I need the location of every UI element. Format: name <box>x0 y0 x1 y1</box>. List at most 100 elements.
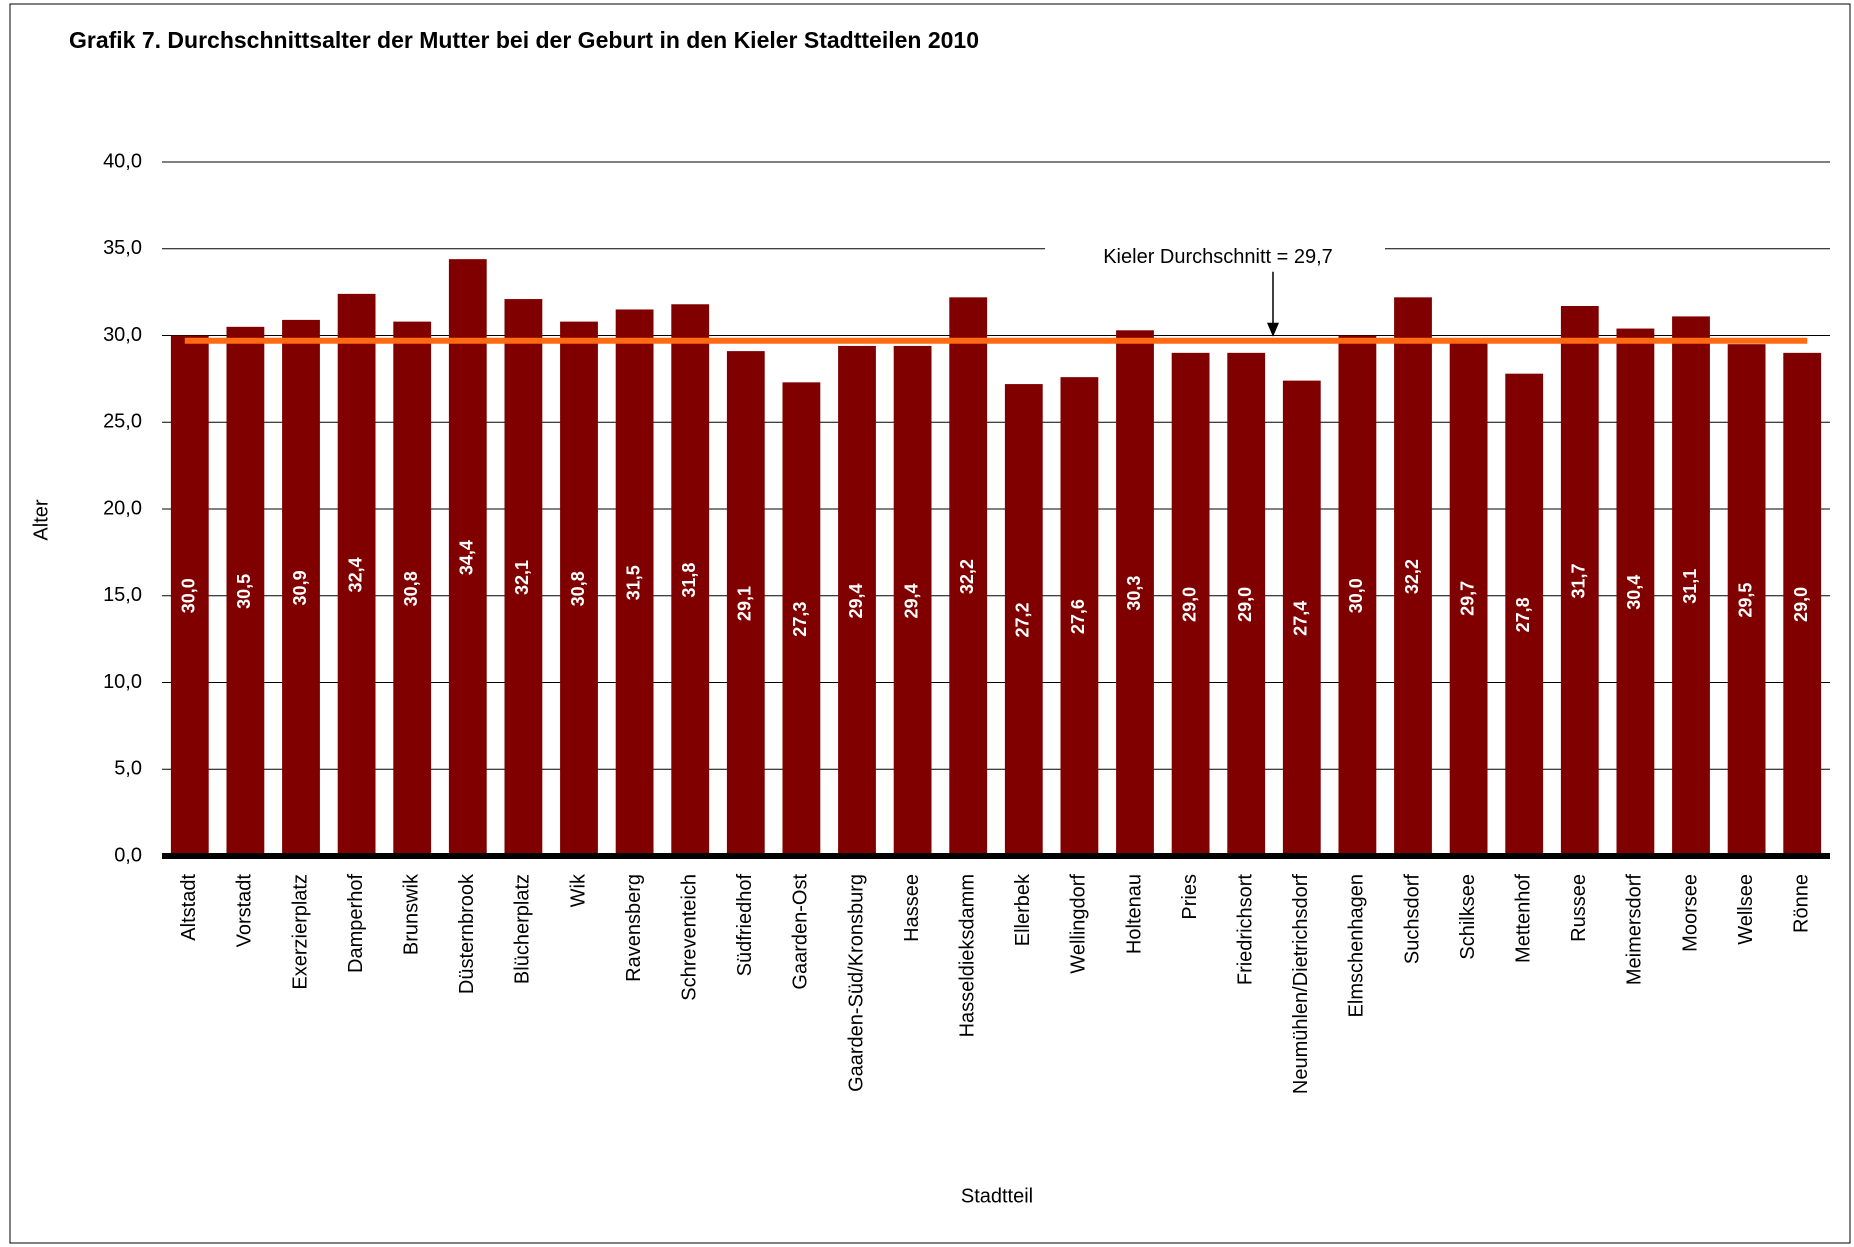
chart-title: Grafik 7. Durchschnittsalter der Mutter … <box>69 27 979 53</box>
x-tick-label: Damperhof <box>345 874 367 973</box>
x-tick-label: Ellerbek <box>1012 873 1034 946</box>
value-label: 29,7 <box>1457 581 1477 616</box>
bar <box>504 299 543 856</box>
bar <box>1004 384 1043 856</box>
x-tick-label: Gaarden-Ost <box>790 874 812 990</box>
x-tick-label: Meimersdorf <box>1624 874 1646 986</box>
bar <box>1116 330 1154 856</box>
y-tick-label: 15,0 <box>103 584 142 606</box>
x-tick-label: Vorstadt <box>234 874 256 948</box>
bar <box>1338 335 1377 856</box>
value-label: 29,4 <box>901 583 921 618</box>
x-tick-label: Wellsee <box>1735 874 1757 945</box>
x-tick-label: Moorsee <box>1679 874 1701 952</box>
bar <box>838 345 876 856</box>
bar <box>448 259 487 856</box>
y-tick-label: 10,0 <box>103 671 142 693</box>
value-label: 29,4 <box>846 583 866 618</box>
bar <box>1171 352 1210 856</box>
y-tick-label: 20,0 <box>103 497 142 519</box>
value-label: 27,8 <box>1513 597 1533 632</box>
value-label: 29,5 <box>1735 583 1755 618</box>
bar <box>337 293 376 856</box>
value-label: 30,8 <box>401 571 421 606</box>
bar <box>726 351 765 856</box>
bar <box>1672 316 1710 856</box>
value-label: 27,4 <box>1291 601 1311 636</box>
x-tick-label: Wik <box>567 873 589 907</box>
bar <box>615 309 654 857</box>
value-label: 34,4 <box>457 540 477 575</box>
value-label: 30,3 <box>1124 576 1144 611</box>
bar <box>282 319 320 856</box>
value-label: 32,2 <box>957 559 977 594</box>
x-tick-label: Hasseldieksdamm <box>956 874 978 1037</box>
bar <box>1282 380 1321 856</box>
value-label: 30,4 <box>1624 575 1644 610</box>
bar <box>393 321 432 856</box>
value-label: 31,5 <box>623 565 643 600</box>
value-label: 31,1 <box>1680 569 1700 604</box>
annotation-bg <box>1045 239 1385 274</box>
x-tick-label: Ravensberg <box>623 874 645 982</box>
bar <box>1560 306 1599 856</box>
y-tick-label: 30,0 <box>103 324 142 346</box>
x-tick-label: Pries <box>1179 874 1201 920</box>
bar <box>671 304 710 856</box>
value-label: 27,6 <box>1068 599 1088 634</box>
x-tick-label: Schreventeich <box>678 874 700 1001</box>
y-axis-label: Alter <box>30 499 52 540</box>
bar <box>170 335 209 856</box>
value-label: 27,2 <box>1013 603 1033 638</box>
annotation-arrowhead <box>1267 322 1279 337</box>
x-tick-label: Friedrichsort <box>1234 874 1256 986</box>
bar <box>893 345 932 856</box>
x-axis-label: Stadtteil <box>961 1185 1033 1207</box>
value-label: 29,0 <box>1179 587 1199 622</box>
y-tick-label: 40,0 <box>103 150 142 172</box>
bar <box>1394 297 1432 857</box>
bar <box>1616 328 1655 856</box>
bar <box>782 382 821 856</box>
value-label: 32,1 <box>512 560 532 595</box>
x-tick-label: Gaarden-Süd/Kronsburg <box>845 874 867 1092</box>
x-tick-label: Südfriedhof <box>734 874 756 977</box>
x-tick-label: Mettenhof <box>1512 874 1534 963</box>
bar <box>1227 352 1266 856</box>
bar <box>1727 344 1766 856</box>
x-tick-label: Hassee <box>901 874 923 942</box>
value-label: 30,0 <box>179 578 199 613</box>
bar <box>949 297 988 857</box>
bar <box>1505 373 1544 856</box>
value-label: 29,0 <box>1235 587 1255 622</box>
x-tick-label: Exerzierplatz <box>289 874 311 990</box>
x-tick-label: Düsternbrook <box>456 873 478 994</box>
value-label: 30,8 <box>568 571 588 606</box>
bar <box>560 321 598 856</box>
y-tick-label: 25,0 <box>103 411 142 433</box>
x-tick-label: Holtenau <box>1123 874 1145 954</box>
x-tick-label: Rönne <box>1790 874 1812 933</box>
frame <box>9 3 1851 1244</box>
x-tick-label: Brunswik <box>400 873 422 955</box>
bar <box>226 326 265 856</box>
average-annotation: Kieler Durchschnitt = 29,7 <box>1103 246 1333 268</box>
value-label: 27,3 <box>790 602 810 637</box>
y-tick-label: 0,0 <box>114 844 142 866</box>
x-tick-label: Russee <box>1568 874 1590 942</box>
x-tick-label: Blücherplatz <box>512 874 534 984</box>
bar <box>1783 352 1822 856</box>
value-label: 32,4 <box>345 557 365 592</box>
value-label: 31,8 <box>679 563 699 598</box>
x-tick-label: Suchsdorf <box>1401 874 1423 964</box>
x-tick-label: Elmschenhagen <box>1346 874 1368 1017</box>
value-label: 30,9 <box>290 570 310 605</box>
value-label: 29,1 <box>735 586 755 621</box>
x-tick-label: Neumühlen/Dietrichsdorf <box>1290 874 1312 1095</box>
value-label: 30,5 <box>234 574 254 609</box>
value-label: 32,2 <box>1402 559 1422 594</box>
bar <box>1449 340 1488 857</box>
y-tick-label: 35,0 <box>103 237 142 259</box>
value-label: 31,7 <box>1569 563 1589 598</box>
